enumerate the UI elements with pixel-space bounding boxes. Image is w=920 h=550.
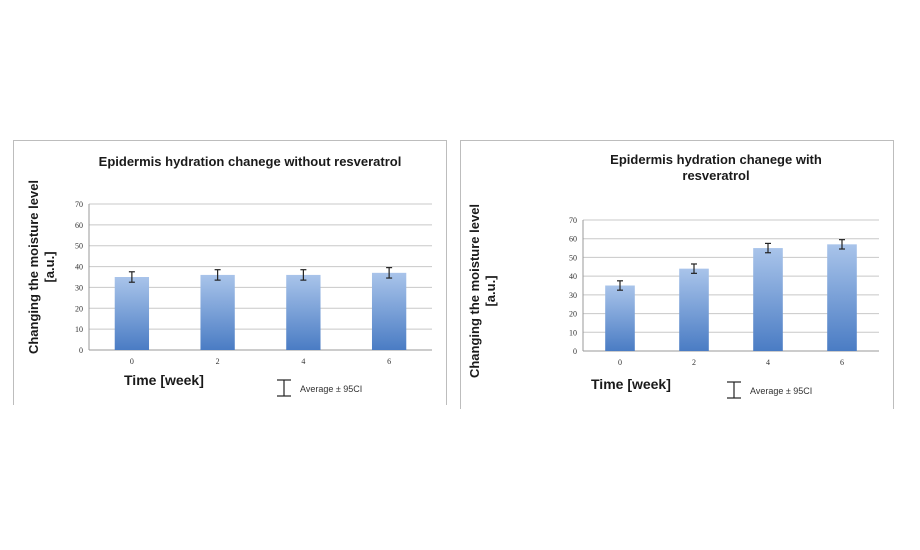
y-tick-label: 50 — [569, 253, 577, 262]
bar — [679, 268, 709, 351]
legend: Average ± 95CI — [727, 381, 812, 399]
chart-title: Epidermis hydration chanege with — [610, 152, 822, 167]
x-axis-label: Time [week] — [591, 376, 671, 392]
y-axis-label: Changing the moisture level — [467, 204, 482, 378]
y-axis-label: [a.u.] — [483, 275, 498, 306]
y-tick-label: 30 — [569, 291, 577, 300]
y-tick-label: 0 — [573, 347, 577, 356]
bar — [114, 277, 150, 350]
y-tick-label: 60 — [569, 235, 577, 244]
x-tick-label: 2 — [692, 358, 696, 367]
y-tick-label: 50 — [75, 242, 83, 251]
x-tick-label: 2 — [216, 357, 220, 366]
x-tick-label: 0 — [130, 357, 134, 366]
chart-panel-left: Epidermis hydration chanege without resv… — [13, 140, 447, 405]
bar — [827, 244, 857, 351]
y-axis-label: Changing the moisture level — [26, 180, 41, 354]
x-tick-label: 4 — [766, 358, 770, 367]
y-tick-label: 10 — [569, 328, 577, 337]
y-tick-label: 30 — [75, 283, 83, 292]
y-tick-label: 40 — [75, 263, 83, 272]
y-tick-label: 70 — [75, 200, 83, 209]
bar — [200, 274, 235, 350]
x-tick-label: 6 — [840, 358, 844, 367]
bar — [605, 285, 635, 351]
legend-label: Average ± 95CI — [750, 386, 812, 396]
x-tick-label: 6 — [387, 357, 391, 366]
legend-label: Average ± 95CI — [300, 384, 362, 394]
legend: Average ± 95CI — [277, 379, 362, 397]
bar — [371, 272, 407, 350]
y-tick-label: 0 — [79, 346, 83, 355]
y-tick-label: 40 — [569, 272, 577, 281]
x-tick-label: 0 — [618, 358, 622, 367]
y-tick-label: 60 — [75, 221, 83, 230]
chart-left-svg: Epidermis hydration chanege without resv… — [26, 154, 432, 397]
y-axis-label: [a.u.] — [42, 251, 57, 282]
x-axis-label: Time [week] — [124, 372, 204, 388]
y-tick-label: 20 — [75, 304, 83, 313]
y-tick-label: 10 — [75, 325, 83, 334]
chart-title: resveratrol — [682, 168, 749, 183]
x-tick-label: 4 — [301, 357, 305, 366]
chart-title: Epidermis hydration chanege without resv… — [99, 154, 402, 169]
bar — [753, 248, 783, 351]
y-tick-label: 20 — [569, 310, 577, 319]
y-tick-label: 70 — [569, 216, 577, 225]
chart-panel-right: Epidermis hydration chanege with resverat… — [460, 140, 894, 409]
bar — [286, 274, 321, 350]
chart-right-svg: Epidermis hydration chanege withresverat… — [467, 152, 879, 399]
